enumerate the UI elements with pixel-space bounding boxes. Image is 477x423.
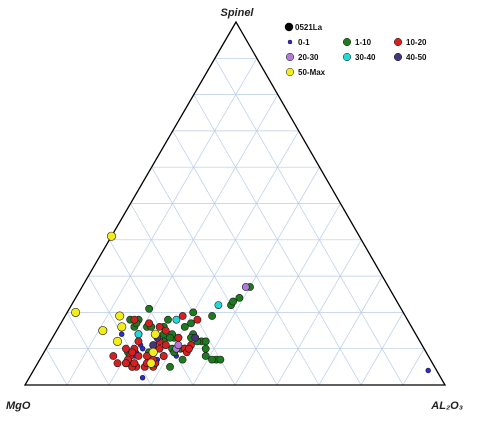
grid xyxy=(45,57,425,386)
data-point xyxy=(216,355,225,364)
grid-line xyxy=(276,239,362,386)
legend-label: 50-Max xyxy=(298,68,326,77)
vertex-label-al2o3: AL₂O₃ xyxy=(430,400,463,412)
data-point xyxy=(172,315,181,324)
data-point xyxy=(174,333,183,342)
vertex-label-mgo: MgO xyxy=(6,400,31,412)
legend-label: 0-1 xyxy=(298,38,310,47)
data-point xyxy=(155,322,164,331)
data-point xyxy=(208,355,216,364)
data-point xyxy=(184,344,193,353)
data-point xyxy=(117,322,127,332)
data-point xyxy=(166,333,174,342)
legend-marker xyxy=(285,52,295,62)
data-point xyxy=(150,329,160,339)
data-point xyxy=(139,375,146,381)
legend-label: 10-20 xyxy=(406,38,427,47)
data-points xyxy=(71,231,431,381)
data-point xyxy=(425,367,431,374)
legend-title: 0521La xyxy=(295,23,323,32)
data-point xyxy=(98,326,108,336)
data-point xyxy=(118,331,125,337)
data-point xyxy=(178,312,187,320)
legend-marker xyxy=(342,37,352,47)
data-point xyxy=(214,301,223,309)
data-point xyxy=(115,311,125,321)
legend-marker xyxy=(393,52,403,62)
grid-line xyxy=(130,203,236,386)
legend-label: 40-50 xyxy=(406,53,427,62)
data-point xyxy=(164,315,172,324)
grid-line xyxy=(318,275,383,386)
grid-line xyxy=(45,348,68,386)
data-point xyxy=(145,319,153,328)
legend-label: 1-10 xyxy=(355,38,372,47)
legend-marker xyxy=(393,37,403,47)
data-point xyxy=(71,307,81,317)
data-point xyxy=(109,352,118,360)
data-point xyxy=(134,337,143,346)
grid-line xyxy=(214,58,404,386)
data-point xyxy=(113,336,123,346)
data-point xyxy=(191,333,200,342)
grid-line xyxy=(402,348,425,386)
data-point xyxy=(241,283,250,291)
data-point xyxy=(113,359,122,368)
data-point xyxy=(145,304,153,313)
data-point xyxy=(201,337,210,346)
data-point xyxy=(161,326,170,335)
data-point xyxy=(229,297,237,306)
data-point xyxy=(149,341,158,349)
data-point xyxy=(235,293,244,302)
data-point xyxy=(134,352,143,360)
grid-line xyxy=(360,312,404,386)
legend-marker xyxy=(285,67,295,77)
data-point xyxy=(159,352,168,360)
data-point xyxy=(193,315,202,324)
data-point xyxy=(130,359,139,368)
legend-marker xyxy=(287,39,293,45)
legend: 0521La 0-1 1-10 10-20 20-30 30-40 40-50 50-Max xyxy=(284,22,427,77)
data-point xyxy=(134,330,143,339)
data-point xyxy=(130,315,139,324)
grid-line xyxy=(66,312,110,386)
data-point xyxy=(189,308,198,317)
data-point xyxy=(148,347,158,357)
vertex-label-spinel: Spinel xyxy=(220,7,254,19)
data-point xyxy=(107,231,117,241)
data-point xyxy=(180,322,189,331)
data-point xyxy=(174,341,183,349)
legend-label: 20-30 xyxy=(298,53,319,62)
data-point xyxy=(178,355,187,364)
data-point xyxy=(122,359,130,368)
grid-line xyxy=(172,130,320,386)
data-point xyxy=(140,346,146,352)
data-point xyxy=(146,358,156,368)
data-point xyxy=(166,362,174,371)
data-point xyxy=(161,341,170,349)
data-point xyxy=(187,319,195,328)
grid-line xyxy=(234,203,341,386)
triangle-frame xyxy=(23,20,447,386)
legend-title-marker xyxy=(284,22,294,32)
data-point xyxy=(128,348,137,357)
data-point xyxy=(208,312,216,320)
data-point xyxy=(201,352,210,360)
legend-label: 30-40 xyxy=(355,53,376,62)
data-point xyxy=(201,344,210,353)
data-point xyxy=(122,344,130,353)
legend-marker xyxy=(342,52,352,62)
